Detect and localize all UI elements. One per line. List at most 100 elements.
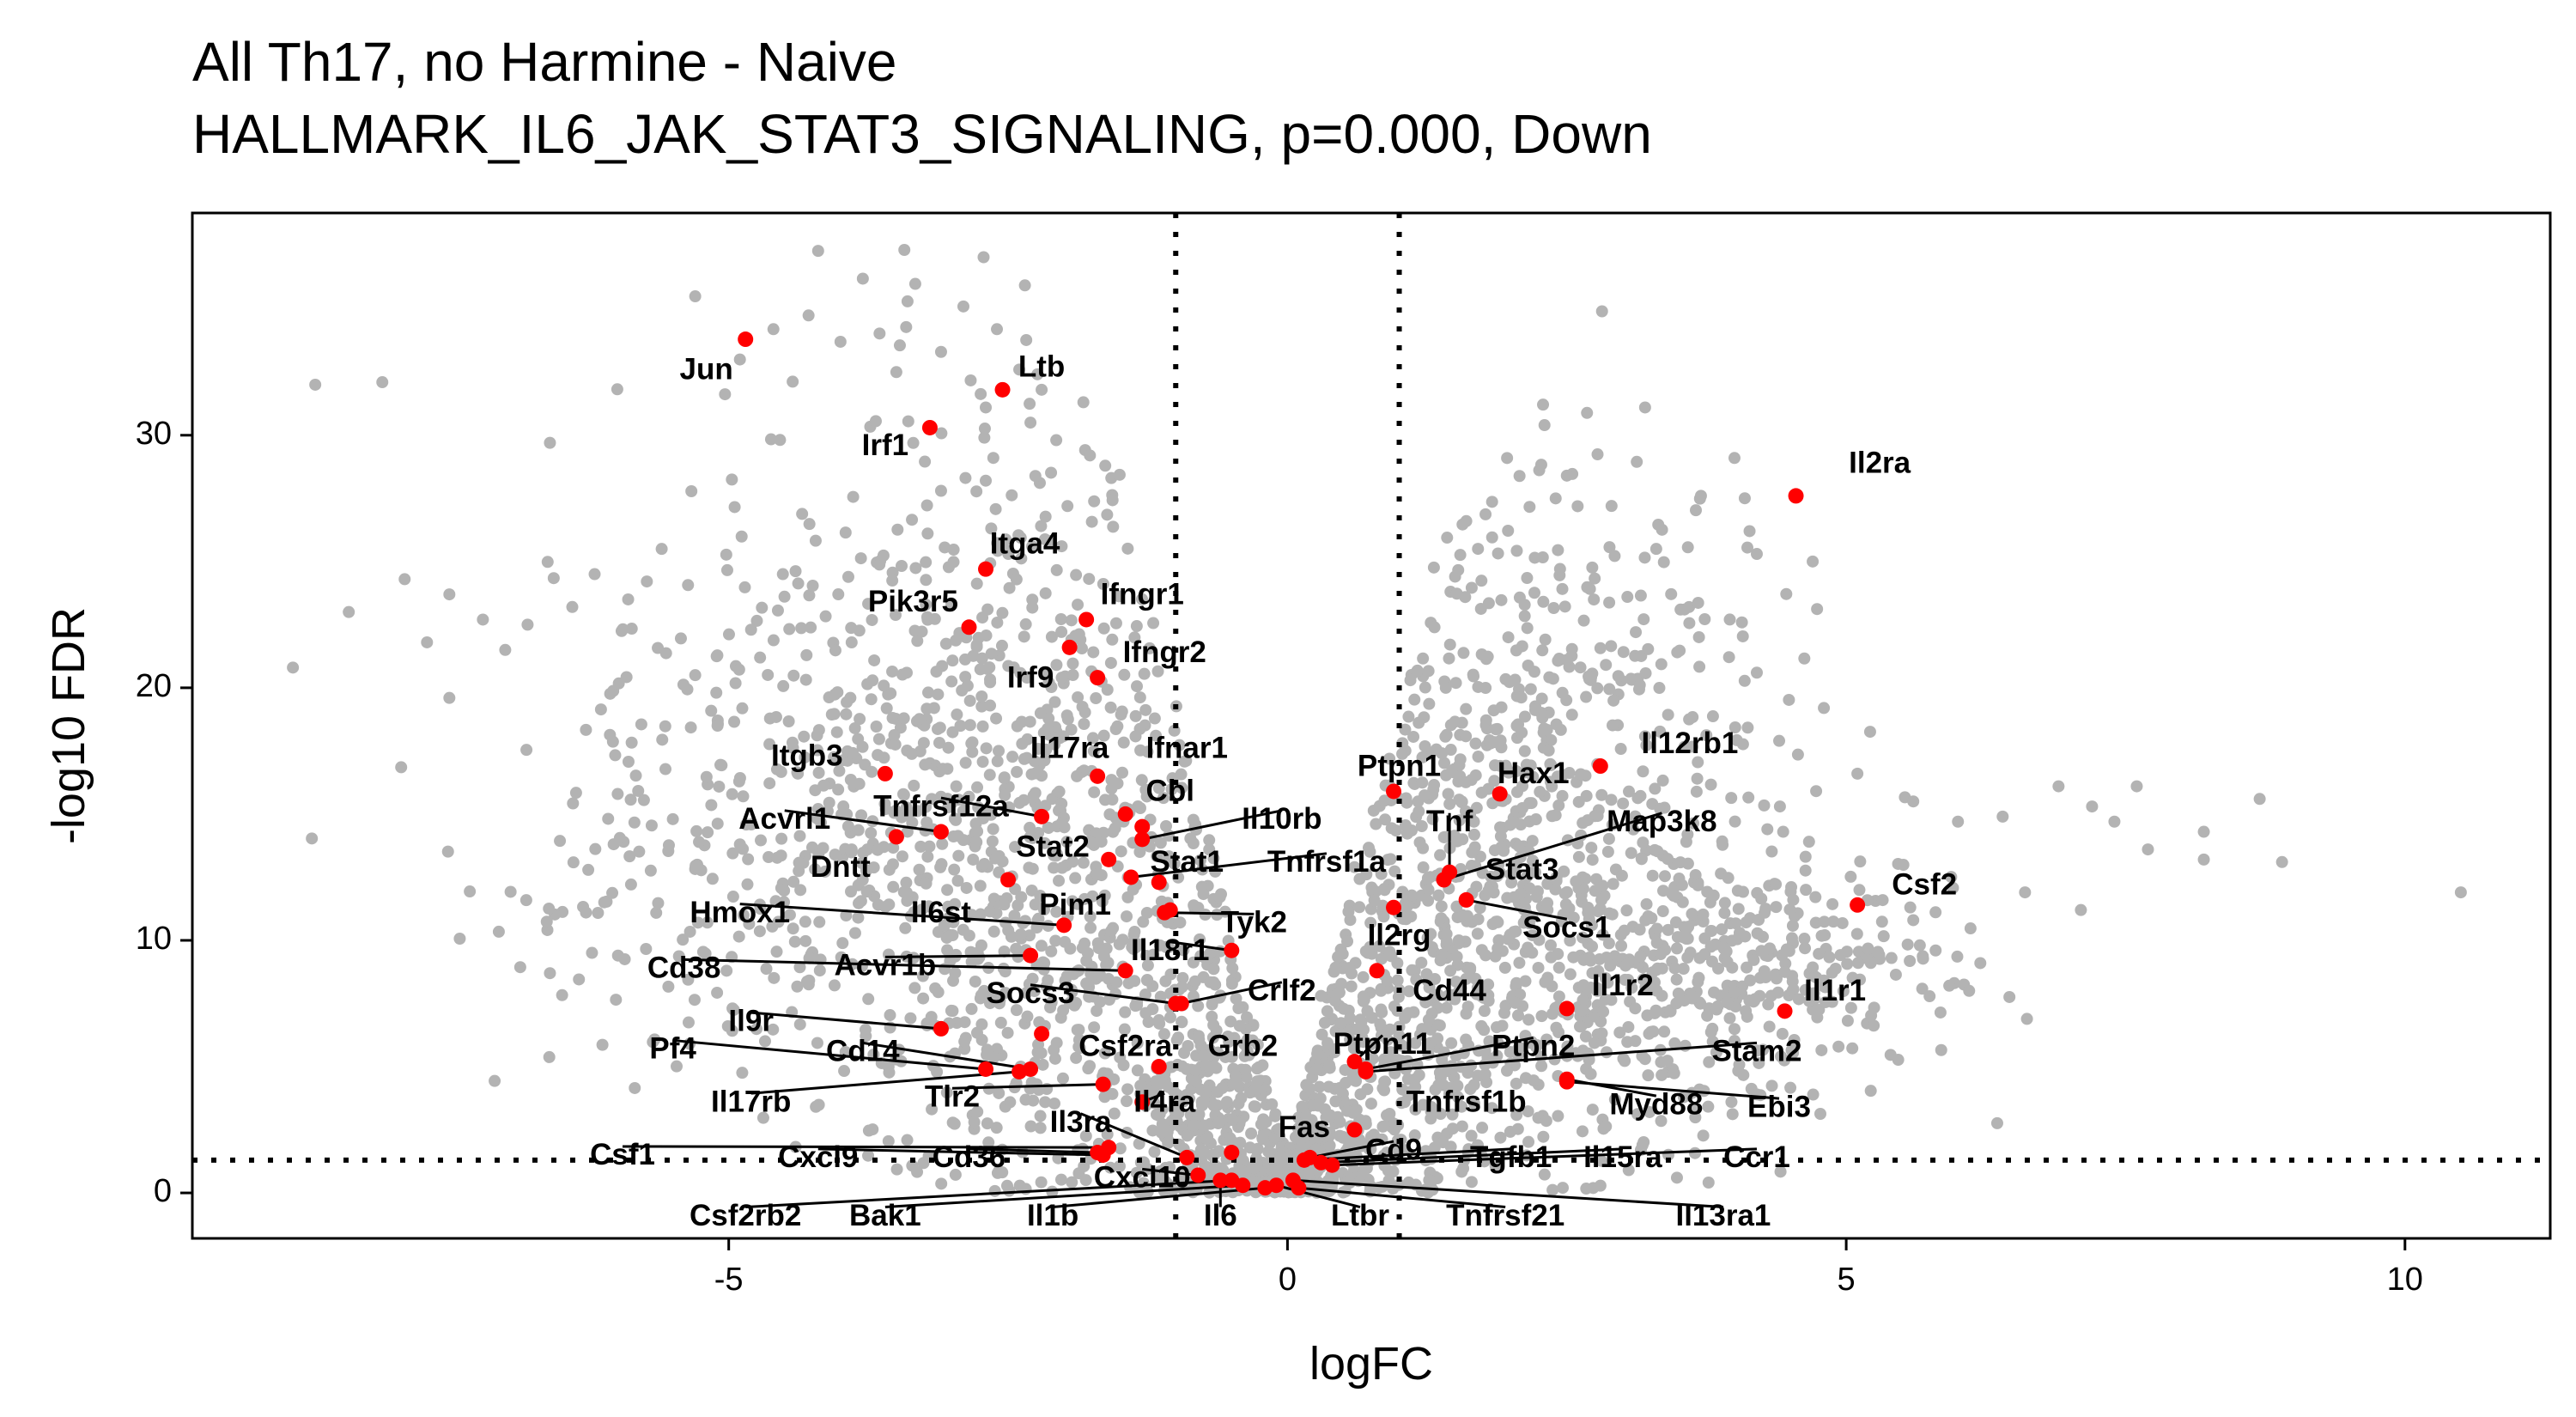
- background-point: [987, 925, 1000, 938]
- background-point: [991, 755, 1004, 768]
- background-point: [1692, 756, 1704, 769]
- background-point: [1061, 713, 1074, 726]
- background-point: [625, 623, 638, 636]
- background-point: [1140, 949, 1153, 962]
- background-point: [544, 967, 556, 980]
- background-point: [677, 934, 690, 946]
- background-point: [981, 1117, 993, 1130]
- background-point: [1534, 459, 1547, 471]
- gene-point: [933, 824, 949, 840]
- gene-label: Csf2ra: [1078, 1030, 1172, 1063]
- background-point: [1455, 1100, 1468, 1113]
- background-point: [1039, 1096, 1052, 1109]
- background-point: [685, 484, 698, 497]
- background-point: [799, 934, 812, 947]
- gene-label: Tgfb1: [1470, 1140, 1552, 1174]
- background-point: [1329, 988, 1342, 1001]
- background-point: [1362, 842, 1375, 854]
- background-point: [1108, 1073, 1121, 1086]
- background-point: [598, 896, 611, 909]
- background-point: [1072, 599, 1084, 611]
- background-point: [1736, 738, 1749, 751]
- background-point: [1141, 959, 1154, 972]
- background-point: [1671, 646, 1684, 659]
- background-point: [705, 704, 718, 717]
- background-point: [1192, 901, 1205, 914]
- background-point: [1479, 508, 1492, 520]
- background-point: [711, 986, 724, 999]
- background-point: [1818, 915, 1831, 928]
- gene-label: Map3k8: [1607, 805, 1716, 838]
- background-point: [1232, 1098, 1245, 1110]
- background-point: [949, 1168, 962, 1181]
- background-point: [900, 876, 913, 889]
- background-point: [1815, 929, 1828, 942]
- background-point: [1128, 975, 1141, 988]
- background-point: [1589, 572, 1601, 585]
- background-point: [791, 766, 804, 779]
- background-point: [586, 946, 598, 959]
- background-point: [1154, 836, 1167, 849]
- background-point: [443, 691, 456, 704]
- background-point: [1863, 726, 1876, 739]
- background-point: [942, 801, 955, 814]
- background-point: [793, 961, 806, 974]
- background-point: [965, 1002, 978, 1015]
- background-point: [737, 790, 750, 803]
- background-point: [543, 903, 556, 915]
- background-point: [762, 851, 775, 864]
- background-point: [1736, 885, 1749, 898]
- background-point: [1625, 847, 1637, 860]
- background-point: [755, 834, 768, 847]
- background-point: [1241, 1044, 1254, 1057]
- background-point: [969, 840, 981, 853]
- background-point: [821, 805, 834, 818]
- x-axis-title: logFC: [1309, 1338, 1433, 1390]
- background-point: [1099, 459, 1112, 472]
- background-point: [926, 1103, 939, 1116]
- background-point: [919, 455, 932, 468]
- background-point: [869, 415, 882, 428]
- background-point: [1913, 939, 1926, 952]
- background-point: [1510, 720, 1523, 733]
- background-point: [1466, 846, 1479, 859]
- background-point: [1336, 947, 1349, 960]
- background-point: [1104, 1161, 1117, 1174]
- background-point: [1665, 587, 1678, 600]
- background-point: [865, 827, 878, 840]
- background-point: [1502, 933, 1515, 946]
- background-point: [589, 842, 602, 855]
- background-point: [1996, 810, 2009, 823]
- background-point: [1346, 967, 1358, 980]
- background-point: [1601, 845, 1614, 858]
- background-point: [602, 812, 615, 825]
- background-point: [861, 678, 874, 690]
- background-point: [1488, 844, 1501, 857]
- background-point: [1066, 1176, 1078, 1189]
- background-point: [1121, 1083, 1134, 1096]
- background-point: [713, 780, 726, 793]
- background-point: [803, 952, 816, 964]
- background-point: [1452, 934, 1465, 946]
- background-point: [1322, 1080, 1335, 1093]
- gene-point: [1157, 904, 1173, 921]
- background-point: [911, 1165, 924, 1178]
- background-point: [1885, 952, 1898, 964]
- background-point: [1027, 789, 1040, 802]
- background-point: [1083, 573, 1096, 586]
- background-point: [1133, 691, 1146, 704]
- y-tick-label: 10: [136, 921, 172, 957]
- background-point: [1526, 835, 1539, 848]
- background-point: [1223, 1035, 1236, 1048]
- background-point: [2130, 780, 2143, 793]
- background-point: [306, 832, 319, 845]
- background-point: [1029, 898, 1042, 911]
- background-point: [1249, 1100, 1262, 1113]
- y-tick-label: 20: [136, 668, 172, 704]
- background-point: [1359, 945, 1372, 958]
- background-point: [978, 431, 991, 444]
- background-point: [588, 568, 601, 581]
- background-point: [878, 679, 890, 692]
- background-point: [798, 730, 811, 743]
- background-point: [1416, 776, 1429, 789]
